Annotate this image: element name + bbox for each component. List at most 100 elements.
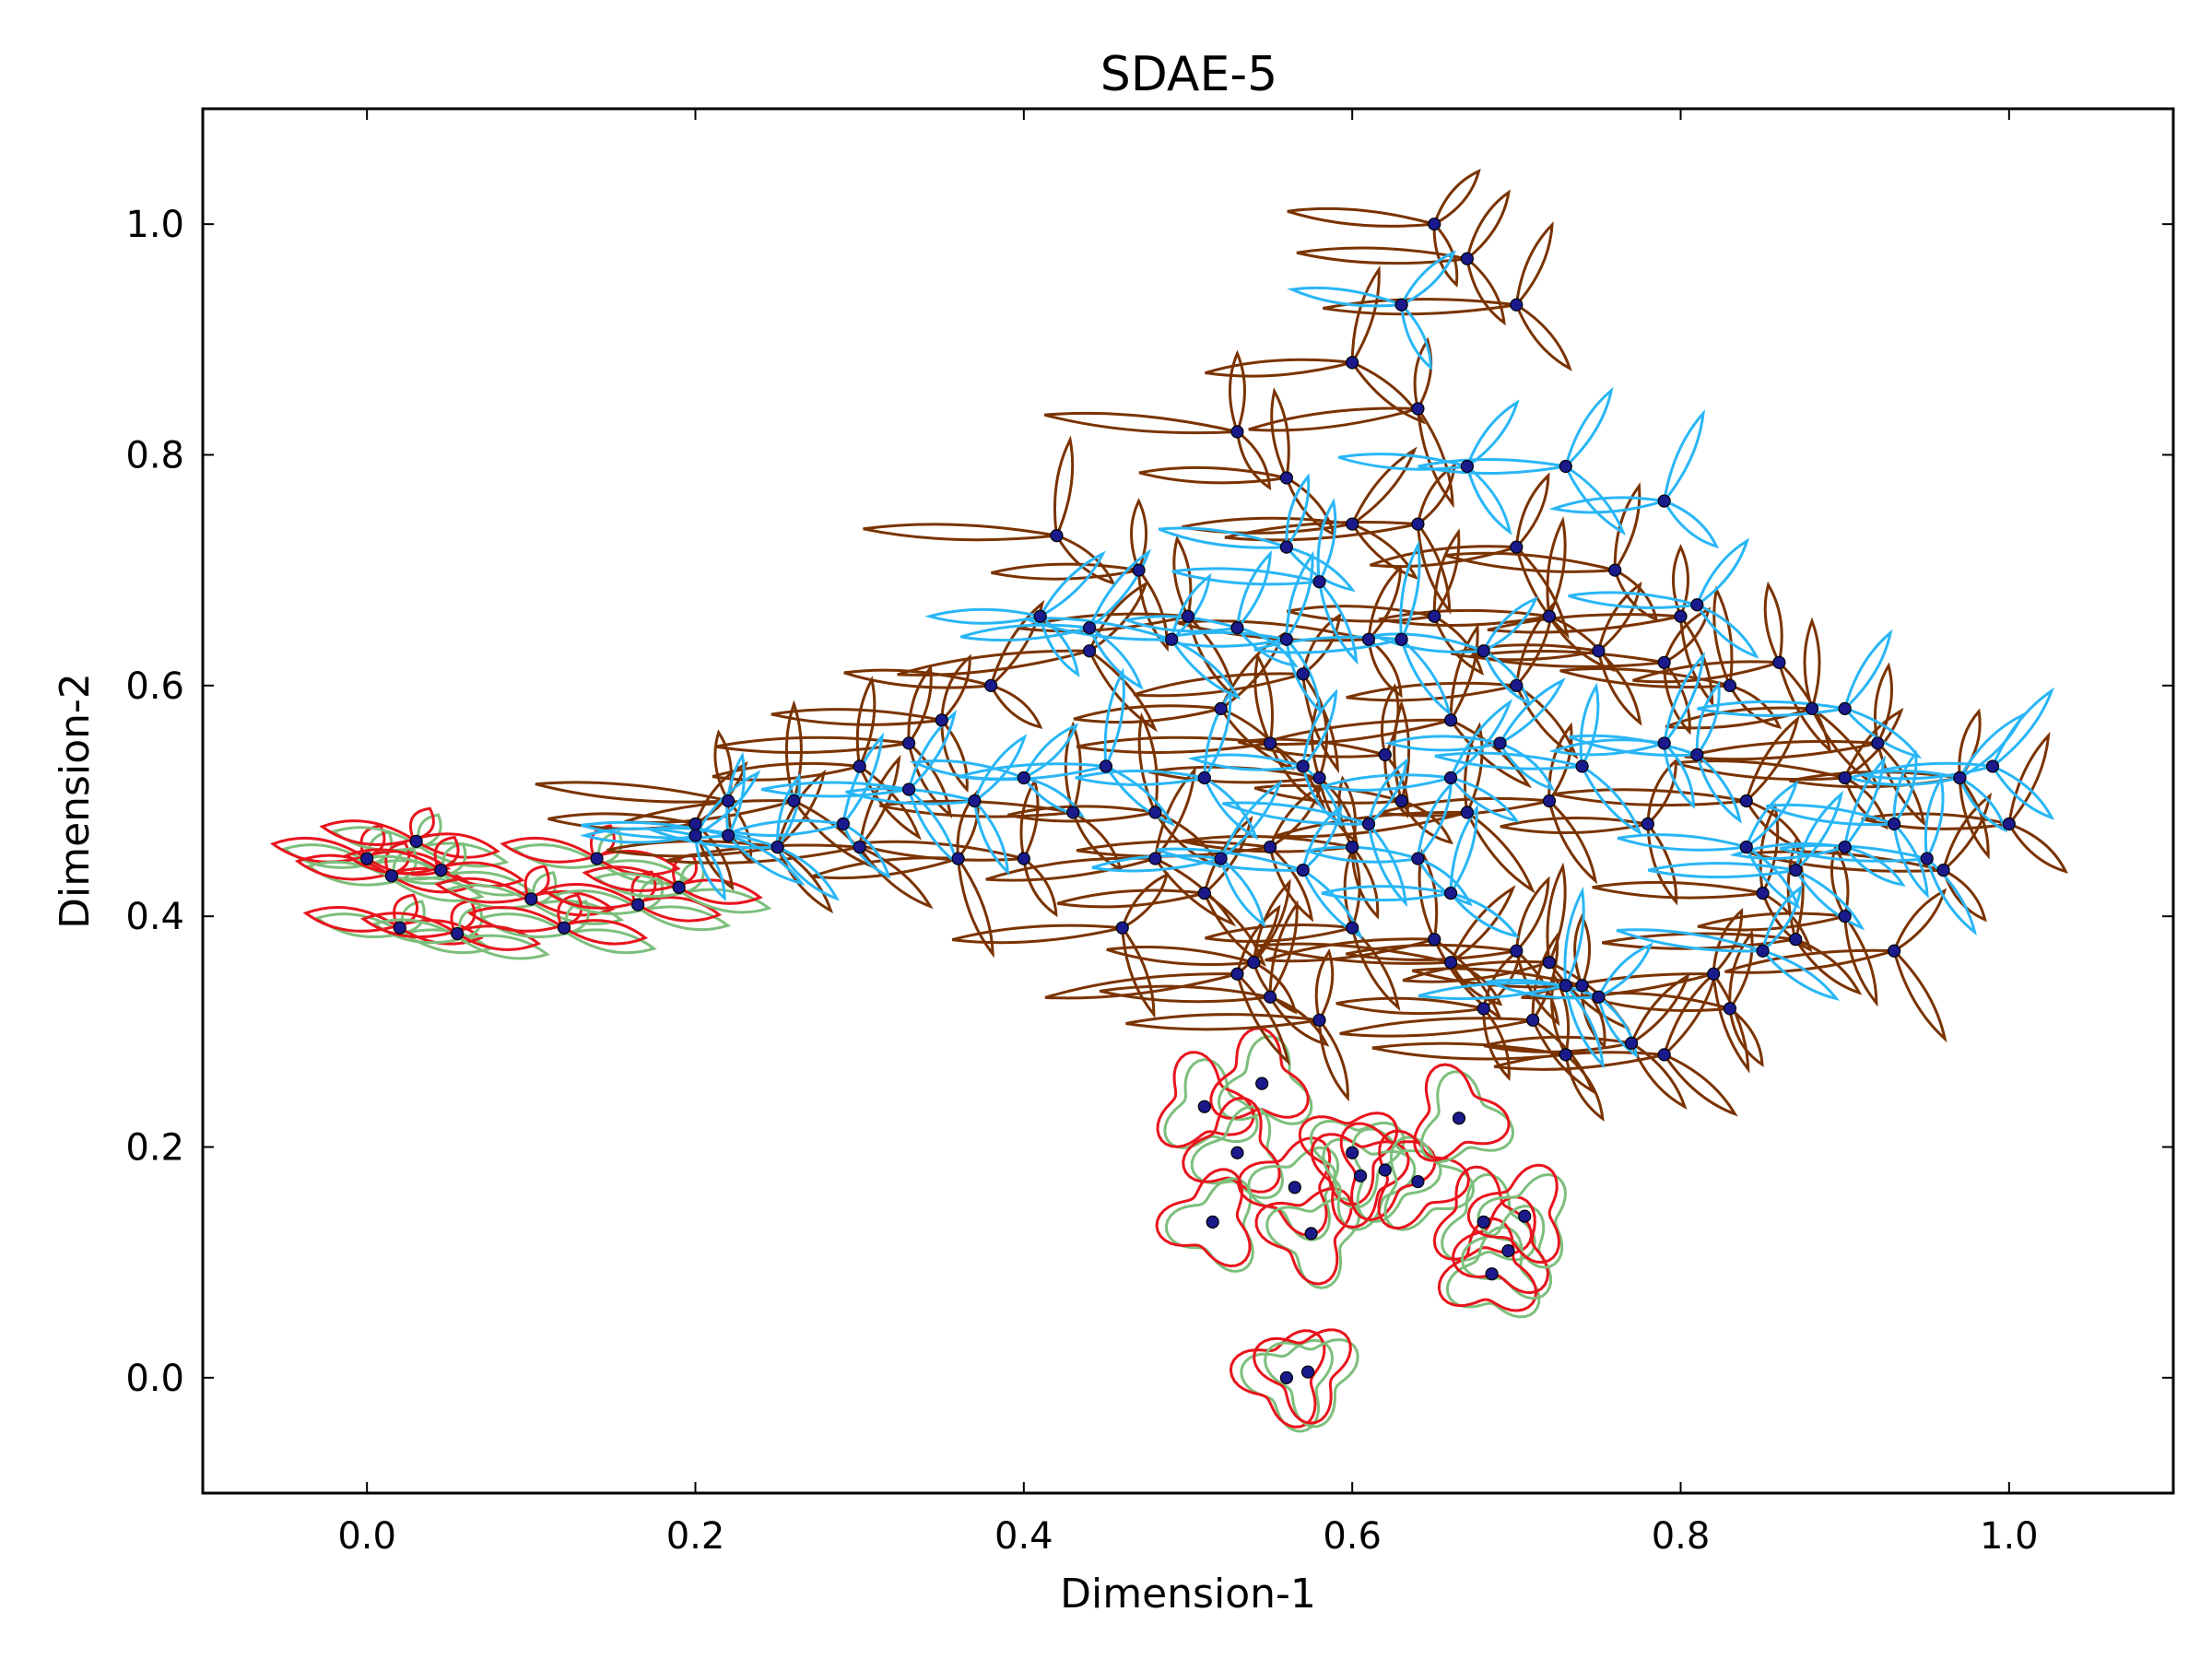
- red-glyph: [1209, 1027, 1310, 1120]
- data-point: [1361, 632, 1376, 646]
- data-point: [1838, 910, 1852, 924]
- data-point: [1888, 944, 1901, 958]
- brown-glyph: [1205, 265, 1427, 425]
- data-point: [1871, 736, 1885, 750]
- tick-layer: 0.0 0.2 0.4 0.6 0.8 1.0 0.0 0.2 0.4 0.6 0.8 1.0: [125, 109, 2173, 1558]
- blue-glyph: [1418, 887, 1605, 1069]
- data-point: [524, 892, 538, 906]
- data-point: [1346, 921, 1359, 935]
- x-tick-label: 0.0: [337, 1515, 396, 1558]
- data-point: [1082, 644, 1097, 658]
- data-point: [1148, 852, 1162, 865]
- red-glyph: [1432, 1165, 1533, 1261]
- data-point: [935, 713, 948, 727]
- red-glyph: [1253, 1328, 1352, 1425]
- data-point: [722, 794, 735, 808]
- green-glyph: [1441, 1172, 1536, 1263]
- data-point: [1247, 956, 1261, 970]
- data-point: [631, 898, 645, 912]
- data-point: [1300, 1365, 1315, 1379]
- brown-glyph: [1323, 221, 1572, 371]
- data-point: [1165, 632, 1179, 646]
- x-axis-label: Dimension-1: [1060, 1571, 1316, 1618]
- data-point: [1066, 806, 1080, 819]
- data-point: [722, 829, 735, 842]
- red-glyph: [1413, 1063, 1511, 1162]
- data-point: [1428, 609, 1441, 623]
- brown-glyph: [1861, 731, 2068, 874]
- data-point: [902, 782, 916, 796]
- data-point: [1312, 575, 1326, 589]
- blue-glyph: [1617, 780, 1801, 910]
- red-glyph: [1182, 1096, 1281, 1194]
- green-glyph: [1164, 1177, 1254, 1273]
- data-point: [1452, 1112, 1466, 1125]
- blue-glyph: [1569, 680, 1742, 824]
- data-point: [1690, 747, 1704, 762]
- data-point: [1255, 1077, 1269, 1090]
- data-point: [787, 794, 801, 808]
- data-point: [1378, 747, 1392, 762]
- red-glyph: [1155, 1168, 1252, 1268]
- data-point: [1296, 863, 1310, 877]
- y-tick-label: 1.0: [125, 204, 184, 246]
- data-point: [1789, 933, 1803, 947]
- red-glyph: [1310, 1133, 1410, 1230]
- data-point: [1378, 1163, 1392, 1177]
- x-tick-label: 0.8: [1652, 1515, 1711, 1558]
- red-glyph: [1156, 1051, 1255, 1148]
- data-point: [1460, 252, 1474, 265]
- y-tick-label: 0.8: [125, 435, 184, 477]
- data-point: [434, 863, 448, 877]
- green-glyph: [1460, 1205, 1553, 1300]
- data-point: [1312, 771, 1326, 785]
- data-point: [1394, 298, 1408, 312]
- red-glyph: [1298, 1112, 1399, 1206]
- data-point: [1772, 655, 1786, 669]
- brown-glyph: [1724, 888, 1947, 1043]
- blue-glyph: [1287, 250, 1456, 371]
- data-point: [1288, 1181, 1301, 1194]
- brown-glyph: [1370, 472, 1570, 640]
- red-glyph: [344, 835, 525, 888]
- data-point: [1477, 644, 1490, 658]
- data-point: [1542, 609, 1557, 623]
- data-point: [1214, 852, 1228, 865]
- data-point: [1657, 494, 1671, 508]
- brown-glyph: [1248, 336, 1454, 509]
- data-point: [557, 921, 571, 935]
- data-point: [1050, 529, 1064, 543]
- data-point: [1148, 806, 1162, 819]
- data-point: [1789, 863, 1803, 877]
- green-glyph: [1419, 1070, 1515, 1164]
- blue-glyph: [1863, 687, 2055, 820]
- data-point: [1263, 840, 1277, 854]
- data-point: [1477, 1002, 1490, 1016]
- blue-glyph: [1171, 498, 1359, 665]
- red-glyph: [1437, 1217, 1538, 1312]
- data-point: [1230, 425, 1244, 439]
- data-point: [1723, 678, 1737, 692]
- data-point: [1132, 563, 1146, 577]
- x-tick-label: 0.4: [994, 1515, 1053, 1558]
- data-point: [1592, 990, 1606, 1004]
- red-glyph: [1377, 1129, 1471, 1230]
- brown-glyph: [897, 581, 1158, 733]
- data-point: [1739, 794, 1753, 808]
- data-point: [1279, 1371, 1294, 1384]
- data-point: [1428, 218, 1441, 231]
- brown-glyph: [1371, 973, 1605, 1122]
- data-point: [1428, 933, 1441, 947]
- brown-glyph: [1043, 349, 1272, 490]
- data-point: [1411, 402, 1425, 416]
- green-glyph: [1190, 1105, 1285, 1200]
- blue-glyph: [1697, 629, 1923, 759]
- brown-glyph: [1583, 929, 1764, 1067]
- brown-glyph: [843, 599, 1045, 729]
- data-point: [1838, 771, 1852, 785]
- data-point: [1920, 852, 1934, 865]
- data-point: [1279, 540, 1294, 554]
- data-point: [1518, 1209, 1532, 1223]
- glyph-layer: [269, 169, 2068, 1433]
- brown-glyph: [1125, 948, 1349, 1102]
